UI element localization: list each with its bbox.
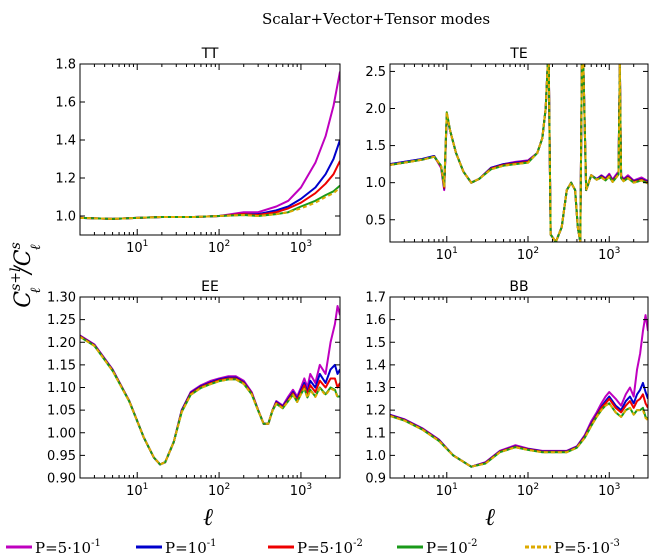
series-line-4 [390, 402, 648, 468]
series-group [80, 71, 340, 220]
y-tick-label: 1.5 [365, 139, 386, 154]
legend-label: P=5·10-3 [554, 538, 620, 557]
ylabel-main: C [11, 291, 36, 308]
y-tick-label: 1.5 [365, 336, 386, 351]
series-line-1 [390, 381, 648, 468]
x-axis-label-left: ℓ [203, 503, 213, 531]
y-axis-label: Cs+l ℓ/Cs ℓ [8, 242, 44, 308]
plot-frame [389, 296, 649, 479]
series-line-2 [390, 64, 648, 242]
x-tick-label: 102 [517, 482, 539, 499]
panel-te: TE 0.5 1.0 1.5 2.0 2.5 101 102 103 [365, 46, 649, 263]
ylabel-den-sub: ℓ [28, 244, 44, 250]
panel-tt: TT 1.0 1.2 1.4 1.6 1.8 101 102 103 [55, 46, 341, 256]
x-tick-label: 103 [598, 246, 620, 263]
series-line-0 [390, 64, 648, 242]
panels: TT 1.0 1.2 1.4 1.6 1.8 101 102 103 TE 0.5 1.0 1.5 2.0… [47, 46, 649, 499]
panel-title: EE [201, 279, 219, 295]
y-tick-label: 0.95 [47, 449, 76, 464]
y-tick-label: 1.30 [47, 291, 76, 306]
y-tick-label: 1.8 [55, 58, 76, 73]
panel-title: TE [509, 46, 527, 62]
panel-bb: BB 0.9 1.0 1.1 1.2 1.3 1.4 1.5 1.6 1.7 101 102 103 [365, 279, 649, 499]
x-tick-label: 101 [126, 239, 148, 256]
y-tick-label: 1.25 [47, 313, 76, 328]
ylabel-sub: ℓ [28, 288, 44, 294]
legend-label: P=10-2 [426, 538, 478, 557]
x-tick-label: 103 [290, 482, 312, 499]
series-line-1 [390, 64, 648, 242]
series-group [390, 64, 648, 242]
x-tick-label: 102 [517, 246, 539, 263]
y-tick-label: 1.4 [365, 358, 386, 373]
legend-item-3: P=10-2 [397, 538, 478, 557]
y-tick-label: 1.00 [47, 426, 76, 441]
x-tick-label: 103 [290, 239, 312, 256]
figure-suptitle: Scalar+Vector+Tensor modes [262, 10, 490, 28]
series-line-2 [80, 160, 340, 220]
legend-label: P=5·10-2 [297, 538, 363, 557]
panel-ee: EE 0.90 0.95 1.00 1.05 1.10 1.15 1.20 1.25 1.30 10… [47, 279, 341, 499]
y-tick-label: 1.4 [55, 134, 76, 149]
y-tick-label: 1.2 [55, 172, 76, 187]
panel-title: BB [509, 279, 528, 295]
legend-item-4: P=5·10-3 [525, 538, 620, 557]
y-tick-label: 1.05 [47, 404, 76, 419]
y-tick-label: 1.0 [55, 210, 76, 225]
y-tick-label: 1.6 [55, 96, 76, 111]
series-line-3 [80, 335, 340, 466]
series-group [390, 314, 648, 468]
y-tick-label: 0.90 [47, 472, 76, 487]
y-tick-label: 1.1 [365, 426, 386, 441]
y-tick-label: 1.10 [47, 381, 76, 396]
y-tick-label: 1.3 [365, 381, 386, 396]
y-tick-label: 2.0 [365, 102, 386, 117]
legend-item-2: P=5·10-2 [268, 538, 363, 557]
y-tick-label: 1.7 [365, 291, 386, 306]
series-line-4 [80, 186, 340, 220]
panel-title: TT [201, 46, 219, 62]
x-tick-label: 101 [436, 482, 458, 499]
series-line-1 [80, 335, 340, 466]
y-tick-label: 0.9 [365, 472, 386, 487]
series-line-3 [390, 64, 648, 242]
x-tick-label: 101 [436, 246, 458, 263]
series-line-0 [390, 314, 648, 468]
x-tick-label: 102 [208, 482, 230, 499]
series-line-4 [390, 64, 648, 242]
series-line-0 [80, 71, 340, 220]
legend-label: P=10-1 [165, 538, 217, 557]
y-tick-label: 1.15 [47, 358, 76, 373]
y-tick-label: 1.2 [365, 404, 386, 419]
legend-item-0: P=5·10-1 [6, 538, 101, 557]
series-line-4 [80, 335, 340, 466]
legend: P=5·10-1 P=10-1 P=5·10-2 P=10-2 P=5·10-3 [6, 538, 620, 557]
x-tick-label: 102 [208, 239, 230, 256]
y-tick-label: 1.20 [47, 336, 76, 351]
ylabel-den-sup: s [8, 242, 24, 249]
series-line-2 [80, 335, 340, 466]
y-tick-label: 1.6 [365, 313, 386, 328]
y-tick-label: 1.0 [365, 449, 386, 464]
plot-frame [79, 63, 341, 236]
legend-label: P=5·10-1 [35, 538, 101, 557]
x-tick-label: 101 [126, 482, 148, 499]
svg-text:Cs+lℓ/Csℓ: Cs+l ℓ/Cs ℓ [8, 242, 44, 308]
x-axis-label-right: ℓ [485, 503, 495, 531]
series-group [80, 305, 340, 466]
y-tick-label: 0.5 [365, 213, 386, 228]
legend-item-1: P=10-1 [136, 538, 217, 557]
plot-frame [389, 63, 649, 243]
ylabel-sup: s+l [8, 268, 24, 291]
ylabel-den: C [11, 249, 36, 266]
ylabel-sep: / [11, 264, 36, 276]
x-tick-label: 103 [598, 482, 620, 499]
y-tick-label: 2.5 [365, 65, 386, 80]
y-tick-label: 1.0 [365, 176, 386, 191]
